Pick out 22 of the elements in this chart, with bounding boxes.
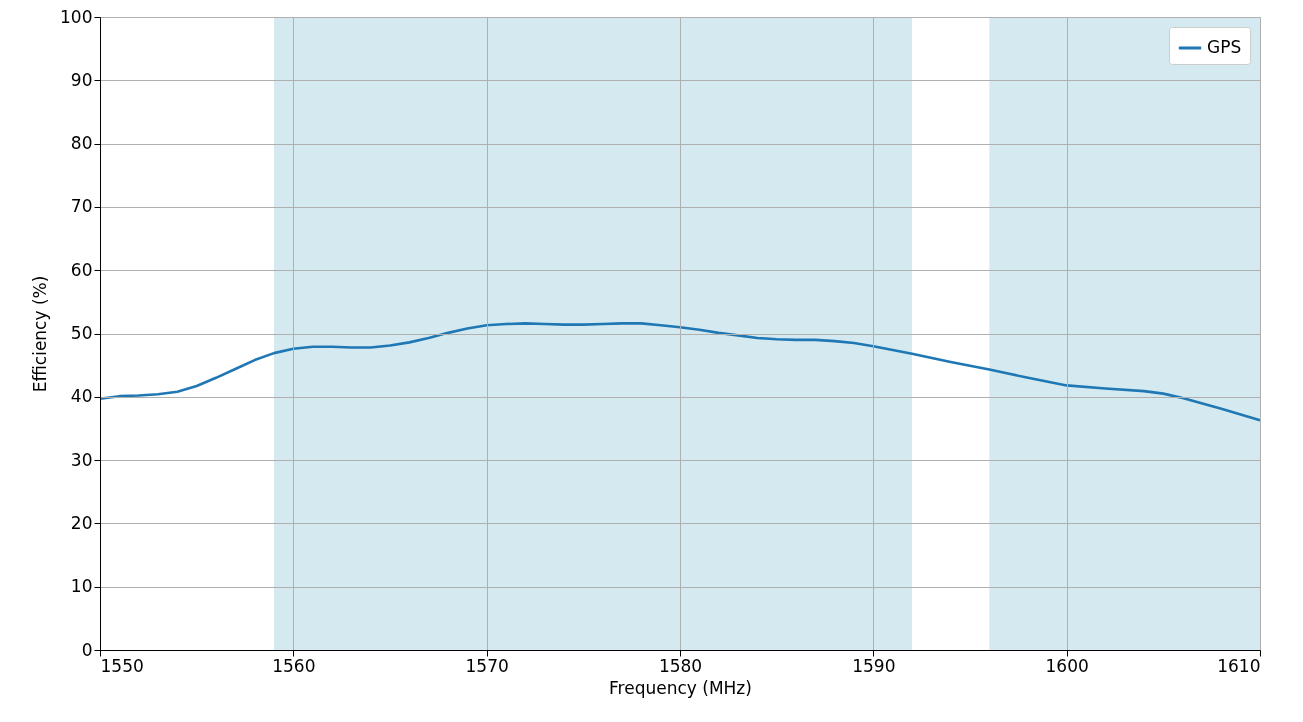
x-tick-label: 1600: [1045, 655, 1089, 676]
y-tick-label: 100: [60, 6, 93, 27]
y-tick-label: 40: [70, 386, 93, 407]
y-tick-label: 60: [70, 259, 93, 280]
x-tick-label: 1560: [272, 655, 316, 676]
x-tick-label: 1580: [658, 655, 703, 676]
y-tick-label: 70: [70, 196, 93, 217]
y-tick-label: 10: [70, 576, 93, 597]
y-axis-title: Efficiency (%): [30, 275, 51, 393]
y-tick-label: 20: [70, 512, 93, 533]
x-tick-label: 1570: [465, 655, 509, 676]
y-tick-label: 90: [70, 69, 93, 90]
y-tick-label: 50: [70, 323, 93, 343]
y-tick-label: 80: [70, 133, 93, 154]
x-axis-title: Frequency (MHz): [609, 677, 752, 698]
y-tick-label: 0: [81, 639, 93, 660]
x-tick-label: 1550: [100, 655, 144, 676]
x-tick-label: 1590: [852, 655, 896, 676]
line-series: [98, 322, 1262, 422]
legend-label: GPS: [1207, 37, 1242, 57]
y-tick-label: 30: [70, 449, 93, 470]
x-tick-label: 1610: [1217, 655, 1261, 676]
